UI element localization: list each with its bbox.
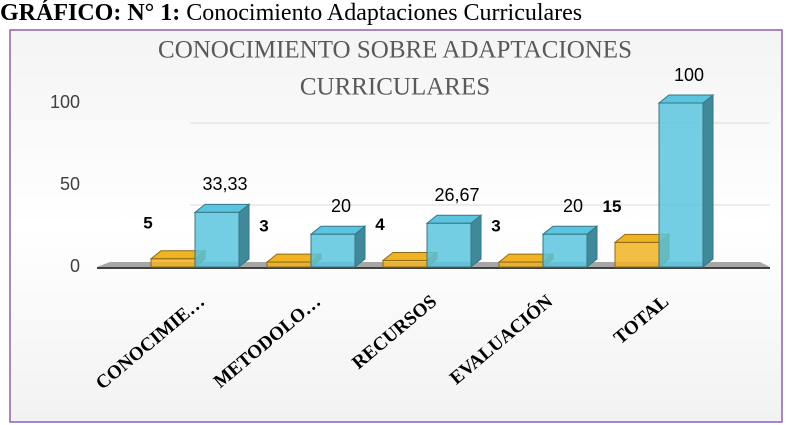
bar bbox=[614, 241, 660, 268]
data-label: 20 bbox=[331, 196, 351, 216]
bar bbox=[310, 233, 356, 268]
bar bbox=[426, 222, 472, 268]
bar-top bbox=[193, 203, 251, 213]
data-label: 33,33 bbox=[202, 174, 247, 194]
data-label: 20 bbox=[563, 196, 583, 216]
caption: GRÁFICO: N° 1: Conocimiento Adaptaciones… bbox=[0, 0, 582, 26]
bar-top bbox=[657, 94, 715, 104]
data-label: 26,67 bbox=[434, 185, 479, 205]
bar-side bbox=[238, 203, 250, 269]
bar bbox=[150, 258, 196, 268]
caption-label: GRÁFICO: N° 1: bbox=[0, 0, 180, 26]
data-label: 4 bbox=[375, 215, 385, 234]
chart-title: CURRICULARES bbox=[300, 74, 490, 101]
data-label: 3 bbox=[491, 217, 500, 236]
bar bbox=[382, 259, 428, 268]
bar bbox=[498, 261, 544, 268]
bar bbox=[266, 261, 312, 268]
bar-top bbox=[541, 225, 599, 235]
chart-title: CONOCIMIENTO SOBRE ADAPTACIONES bbox=[158, 37, 632, 64]
bar-side bbox=[702, 93, 714, 269]
data-label: 5 bbox=[143, 213, 152, 232]
data-label: 3 bbox=[259, 217, 268, 236]
bar-top bbox=[309, 225, 367, 235]
bar bbox=[194, 211, 240, 268]
data-label: 100 bbox=[674, 65, 704, 85]
y-tick-label: 50 bbox=[60, 174, 80, 194]
bar-side bbox=[470, 214, 482, 269]
bar bbox=[542, 233, 588, 268]
y-tick-label: 0 bbox=[70, 256, 80, 276]
chart-frame bbox=[9, 29, 783, 423]
data-label: 15 bbox=[603, 197, 622, 216]
bar bbox=[658, 102, 704, 268]
y-tick-label: 100 bbox=[50, 92, 80, 112]
caption-text: Conocimiento Adaptaciones Curriculares bbox=[186, 0, 582, 26]
bar-top bbox=[425, 214, 483, 224]
